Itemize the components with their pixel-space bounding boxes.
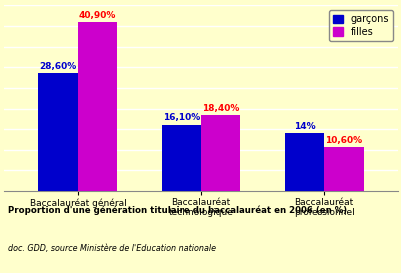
Legend: garçons, filles: garçons, filles <box>328 10 392 41</box>
Text: 28,60%: 28,60% <box>39 62 77 71</box>
Bar <box>78 22 117 191</box>
Bar <box>38 73 78 191</box>
Text: doc. GDD, source Ministère de l'Education nationale: doc. GDD, source Ministère de l'Educatio… <box>8 244 215 253</box>
Text: 40,90%: 40,90% <box>79 11 116 20</box>
Text: 10,60%: 10,60% <box>324 136 361 145</box>
Text: 14%: 14% <box>293 122 314 131</box>
Bar <box>200 115 240 191</box>
Text: 16,10%: 16,10% <box>162 113 199 122</box>
Bar <box>284 133 323 191</box>
Text: 18,40%: 18,40% <box>202 104 239 113</box>
Bar <box>323 147 363 191</box>
Text: Proportion d'une génération titulaire du baccalauréat en 2006 (en %): Proportion d'une génération titulaire du… <box>8 206 346 215</box>
Bar <box>161 125 200 191</box>
